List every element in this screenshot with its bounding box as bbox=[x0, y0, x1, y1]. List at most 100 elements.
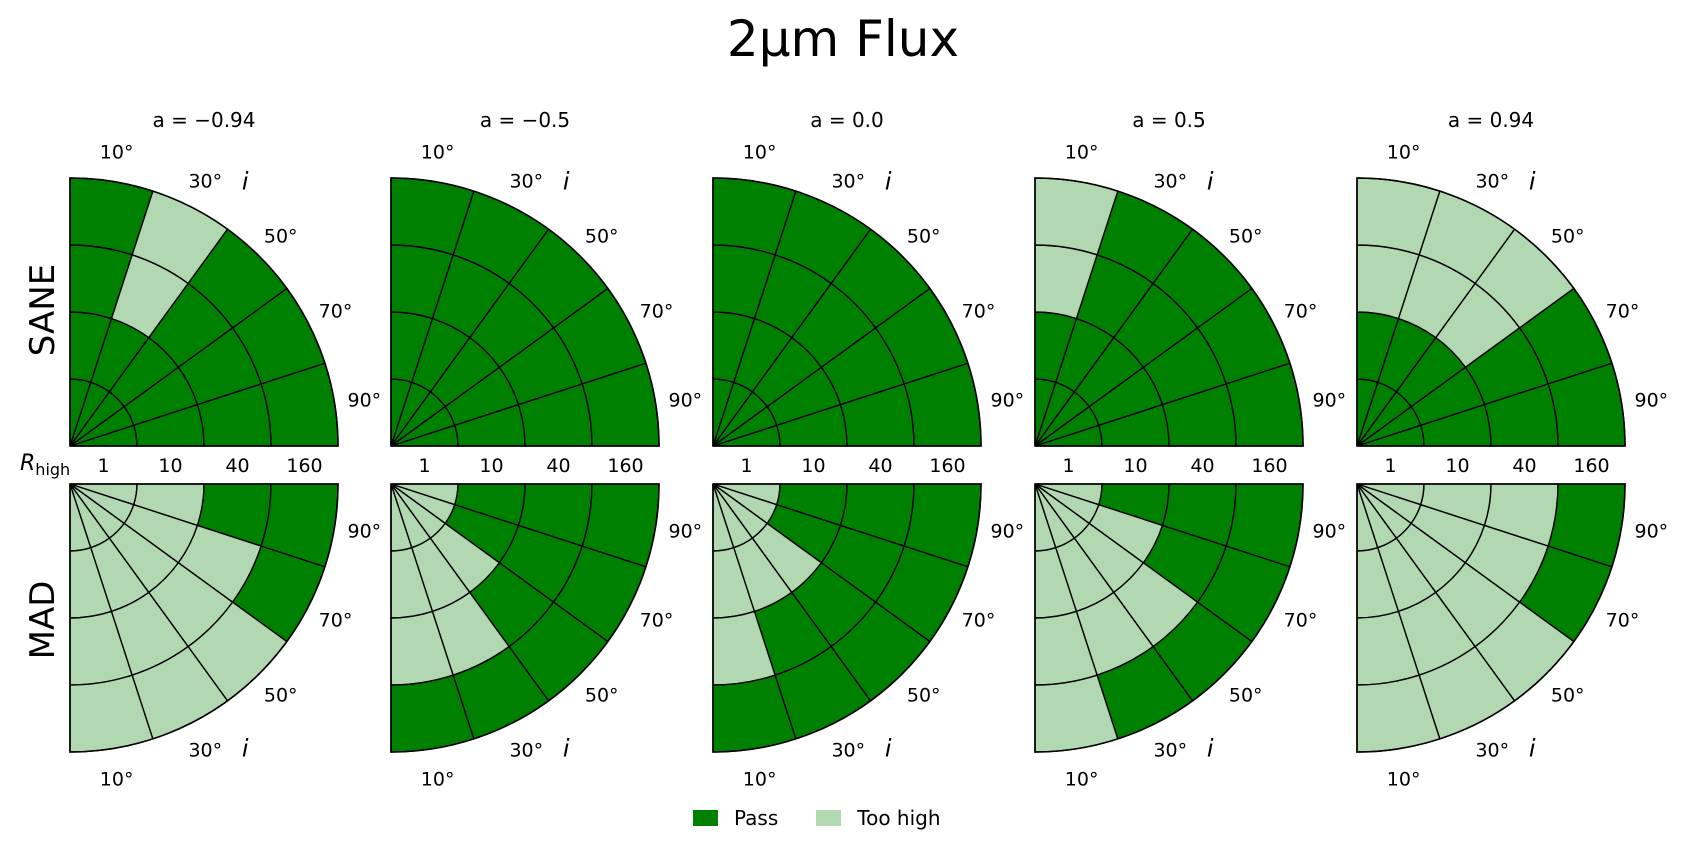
panel-outline-mad-1 bbox=[390, 483, 660, 753]
angle-tick-label-sane-3-4: 90° bbox=[1312, 389, 1346, 411]
angle-tick-label-sane-0-2: 50° bbox=[264, 225, 298, 247]
angle-tick-label-sane-1-3: 70° bbox=[640, 301, 674, 323]
panel-outline-mad-4 bbox=[1356, 483, 1626, 753]
panel-outline-mad-2 bbox=[712, 483, 982, 753]
spin-title-4: a = 0.94 bbox=[1448, 108, 1534, 132]
radial-tick-label-0-1: 10 bbox=[158, 455, 182, 477]
angle-tick-label-mad-2-0: 10° bbox=[743, 768, 777, 790]
angle-tick-label-sane-4-0: 10° bbox=[1387, 142, 1421, 164]
chart-title: 2μm Flux bbox=[726, 10, 960, 68]
angle-tick-label-mad-1-1: 30° bbox=[509, 740, 543, 762]
angle-tick-label-sane-2-2: 50° bbox=[907, 225, 941, 247]
row-label-mad: MAD bbox=[23, 581, 63, 660]
angle-tick-label-sane-2-3: 70° bbox=[962, 301, 996, 323]
radial-tick-label-3-3: 160 bbox=[1251, 455, 1287, 477]
angle-tick-label-sane-4-4: 90° bbox=[1634, 389, 1668, 411]
radial-axis-label-main: R bbox=[20, 451, 35, 476]
spin-title-1: a = −0.5 bbox=[480, 108, 570, 132]
angle-tick-label-mad-3-1: 30° bbox=[1153, 740, 1187, 762]
angle-tick-label-sane-3-0: 10° bbox=[1065, 142, 1099, 164]
angle-tick-label-mad-3-2: 50° bbox=[1229, 685, 1263, 707]
angle-tick-label-sane-1-0: 10° bbox=[421, 142, 455, 164]
angle-axis-label-mad-0: i bbox=[242, 735, 249, 763]
angle-tick-label-mad-2-3: 70° bbox=[962, 609, 996, 631]
angle-axis-label-sane-0: i bbox=[242, 167, 249, 195]
radial-tick-label-1-0: 1 bbox=[418, 455, 430, 477]
panel-outline-sane-4 bbox=[1356, 177, 1626, 447]
angle-axis-label-mad-1: i bbox=[563, 735, 570, 763]
angle-axis-label-mad-3: i bbox=[1207, 735, 1214, 763]
radial-tick-label-0-3: 160 bbox=[286, 455, 322, 477]
angle-axis-label-sane-3: i bbox=[1207, 167, 1214, 195]
radial-tick-label-0-2: 40 bbox=[225, 455, 249, 477]
spin-title-2: a = 0.0 bbox=[810, 108, 884, 132]
angle-axis-label-mad-2: i bbox=[885, 735, 892, 763]
angle-tick-label-sane-1-1: 30° bbox=[509, 170, 543, 192]
angle-tick-label-sane-2-1: 30° bbox=[831, 170, 865, 192]
angle-axis-label-mad-4: i bbox=[1529, 735, 1536, 763]
angle-axis-label-sane-2: i bbox=[885, 167, 892, 195]
angle-tick-label-sane-3-1: 30° bbox=[1153, 170, 1187, 192]
angle-tick-label-mad-2-1: 30° bbox=[831, 740, 865, 762]
angle-tick-label-mad-1-0: 10° bbox=[421, 768, 455, 790]
legend-label-too-high: Too high bbox=[857, 806, 941, 830]
panel-outline-sane-1 bbox=[390, 177, 660, 447]
angle-tick-label-sane-0-1: 30° bbox=[188, 170, 222, 192]
legend: Pass Too high bbox=[693, 806, 979, 830]
angle-tick-label-sane-1-2: 50° bbox=[585, 225, 619, 247]
radial-tick-label-4-3: 160 bbox=[1573, 455, 1609, 477]
radial-tick-label-2-3: 160 bbox=[929, 455, 965, 477]
angle-tick-label-sane-0-3: 70° bbox=[319, 301, 353, 323]
angle-tick-label-mad-0-1: 30° bbox=[188, 740, 222, 762]
angle-tick-label-mad-2-4: 90° bbox=[990, 521, 1024, 543]
legend-swatch-pass bbox=[693, 810, 718, 826]
panel-outline-sane-0 bbox=[69, 177, 339, 447]
angle-tick-label-mad-4-1: 30° bbox=[1475, 740, 1509, 762]
angle-tick-label-mad-4-2: 50° bbox=[1551, 685, 1585, 707]
spin-title-3: a = 0.5 bbox=[1132, 108, 1206, 132]
legend-label-pass: Pass bbox=[734, 806, 779, 830]
radial-axis-label: Rhigh bbox=[20, 451, 70, 479]
angle-tick-label-mad-3-0: 10° bbox=[1065, 768, 1099, 790]
panel-outline-mad-3 bbox=[1034, 483, 1304, 753]
angle-tick-label-sane-4-2: 50° bbox=[1551, 225, 1585, 247]
radial-tick-label-3-2: 40 bbox=[1190, 455, 1214, 477]
radial-tick-label-2-1: 10 bbox=[801, 455, 825, 477]
angle-tick-label-sane-2-4: 90° bbox=[990, 389, 1024, 411]
panel-outline-sane-3 bbox=[1034, 177, 1304, 447]
angle-tick-label-sane-0-4: 90° bbox=[347, 389, 381, 411]
angle-tick-label-mad-3-3: 70° bbox=[1284, 609, 1318, 631]
radial-tick-label-4-0: 1 bbox=[1384, 455, 1396, 477]
radial-tick-label-3-0: 1 bbox=[1062, 455, 1074, 477]
angle-axis-label-sane-4: i bbox=[1529, 167, 1536, 195]
angle-tick-label-mad-0-2: 50° bbox=[264, 685, 298, 707]
radial-tick-label-4-1: 10 bbox=[1445, 455, 1469, 477]
angle-tick-label-sane-3-3: 70° bbox=[1284, 301, 1318, 323]
radial-tick-label-3-1: 10 bbox=[1123, 455, 1147, 477]
angle-tick-label-mad-2-2: 50° bbox=[907, 685, 941, 707]
radial-tick-label-1-1: 10 bbox=[479, 455, 503, 477]
panel-outline-sane-2 bbox=[712, 177, 982, 447]
angle-tick-label-mad-0-4: 90° bbox=[347, 521, 381, 543]
angle-tick-label-sane-4-1: 30° bbox=[1475, 170, 1509, 192]
angle-tick-label-mad-4-4: 90° bbox=[1634, 521, 1668, 543]
angle-tick-label-sane-0-0: 10° bbox=[100, 142, 134, 164]
angle-tick-label-mad-3-4: 90° bbox=[1312, 521, 1346, 543]
angle-tick-label-mad-4-3: 70° bbox=[1606, 609, 1640, 631]
radial-tick-label-1-3: 160 bbox=[607, 455, 643, 477]
row-label-sane: SANE bbox=[23, 264, 63, 356]
radial-tick-label-2-2: 40 bbox=[868, 455, 892, 477]
angle-tick-label-mad-0-0: 10° bbox=[100, 768, 134, 790]
radial-tick-label-4-2: 40 bbox=[1512, 455, 1536, 477]
radial-tick-label-0-0: 1 bbox=[97, 455, 109, 477]
radial-axis-label-sub: high bbox=[35, 460, 70, 479]
legend-item-pass: Pass bbox=[693, 806, 778, 830]
angle-tick-label-sane-3-2: 50° bbox=[1229, 225, 1263, 247]
angle-tick-label-mad-1-4: 90° bbox=[668, 521, 702, 543]
angle-tick-label-mad-1-3: 70° bbox=[640, 609, 674, 631]
angle-tick-label-mad-0-3: 70° bbox=[319, 609, 353, 631]
angle-axis-label-sane-1: i bbox=[563, 167, 570, 195]
spin-title-0: a = −0.94 bbox=[152, 108, 255, 132]
legend-swatch-too-high bbox=[816, 810, 842, 826]
